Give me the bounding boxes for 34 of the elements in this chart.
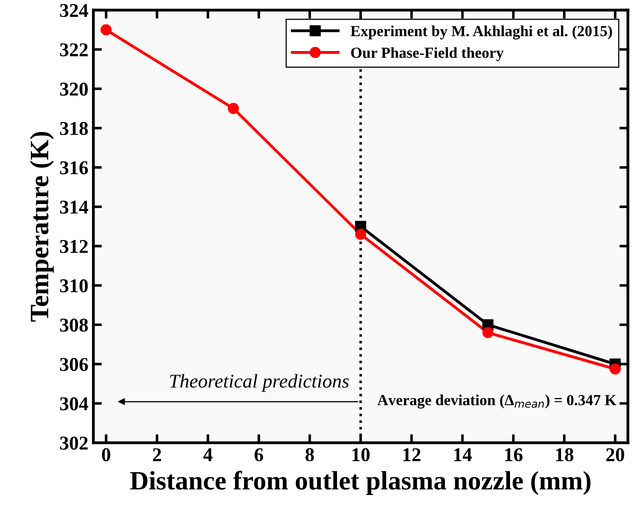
x-tick-label: 10: [352, 448, 370, 462]
x-tick-label: 16: [505, 448, 523, 462]
y-tick-label: 310: [60, 279, 88, 292]
x-axis-title: Distance from outlet plasma nozzle (mm): [130, 470, 590, 495]
annotation: Average deviation (Δ$_{mean}$) = 0.347 K: [377, 394, 616, 409]
y-tick-label: 312: [60, 240, 88, 254]
legend-label: Experiment by M. Akhlaghi et al. (2015): [350, 25, 612, 40]
y-tick-label: 324: [60, 4, 88, 18]
point: [100, 24, 112, 36]
point: [228, 102, 239, 114]
x-tick-label: 4: [203, 448, 212, 462]
x-tick-label: 6: [254, 448, 264, 462]
y-tick-label: 304: [60, 397, 88, 410]
y-tick-label: 322: [60, 43, 88, 56]
y-tick-label: 302: [60, 436, 88, 450]
y-tick-label: 318: [60, 122, 88, 136]
point: [355, 228, 366, 240]
x-tick-label: 0: [102, 448, 110, 462]
y-tick-label: 320: [60, 82, 88, 96]
x-tick-label: 2: [152, 448, 162, 462]
x-tick-label: 14: [454, 448, 472, 462]
y-tick-label: 306: [60, 358, 88, 372]
y-axis-title: Temperature (K): [30, 132, 54, 322]
point: [482, 327, 494, 338]
x-tick-label: 12: [403, 448, 420, 462]
point: [610, 363, 621, 375]
x-tick-label: 20: [606, 448, 624, 462]
x-tick-label: 8: [306, 448, 314, 462]
y-tick-label: 314: [60, 200, 88, 214]
annotation: Theoretical predictions: [170, 374, 349, 392]
legend-label: Our Phase-Field theory: [351, 47, 504, 62]
x-tick-label: 18: [556, 448, 574, 462]
y-tick-label: 308: [60, 318, 88, 332]
y-tick-label: 316: [60, 161, 88, 174]
